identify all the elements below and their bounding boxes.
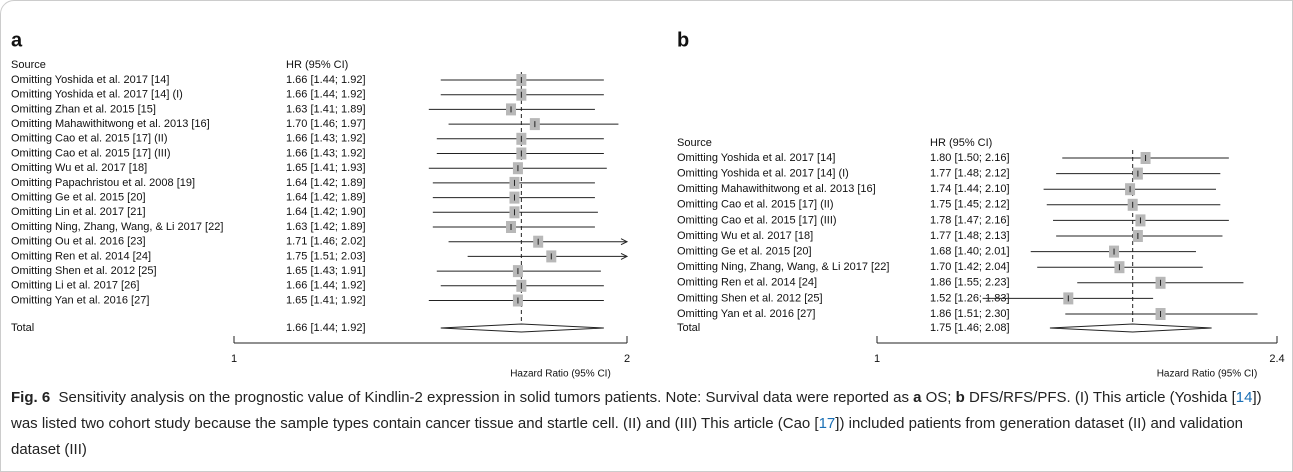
- study-name: Omitting Yoshida et al. 2017 [14] (I): [677, 168, 849, 180]
- study-name: Omitting Yoshida et al. 2017 [14] (I): [11, 89, 183, 101]
- study-name: Omitting Cao et al. 2015 [17] (III): [11, 147, 171, 159]
- ci-label: 1.66 [1.44; 1.92]: [286, 74, 366, 86]
- ci-label: 1.68 [1.40; 2.01]: [930, 246, 1010, 258]
- caption-label: Fig. 6: [11, 389, 51, 406]
- study-name: Omitting Ge et al. 2015 [20]: [11, 192, 146, 204]
- study-name: Omitting Mahawithitwong et al. 2013 [16]: [677, 183, 876, 195]
- study-name: Omitting Yoshida et al. 2017 [14]: [11, 74, 169, 86]
- study-name: Omitting Li et al. 2017 [26]: [11, 280, 139, 292]
- x-tick-label: 2: [624, 353, 630, 365]
- study-name: Omitting Cao et al. 2015 [17] (II): [11, 133, 168, 145]
- study-name: Omitting Shen et al. 2012 [25]: [677, 292, 823, 304]
- study-name: Omitting Lin et al. 2017 [21]: [11, 206, 146, 218]
- caption: Fig. 6 Sensitivity analysis on the progn…: [11, 385, 1281, 463]
- caption-text: a: [913, 389, 922, 406]
- total-diamond: [440, 323, 604, 333]
- ci-label: 1.78 [1.47; 2.16]: [930, 214, 1010, 226]
- chart: a Source HR (95% CI) Omitting Yoshida et al…: [11, 29, 1285, 380]
- column-header: Source: [11, 59, 46, 71]
- total-name: Total: [11, 322, 34, 334]
- ci-label: 1.75 [1.45; 2.12]: [930, 199, 1010, 211]
- ci-label: 1.65 [1.43; 1.91]: [286, 265, 366, 277]
- study-name: Omitting Ge et al. 2015 [20]: [677, 246, 812, 258]
- study-name: Omitting Wu et al. 2017 [18]: [11, 162, 147, 174]
- x-tick-label: 1: [874, 353, 880, 365]
- caption-text: OS;: [921, 389, 956, 406]
- column-header: HR (95% CI): [930, 137, 992, 149]
- x-tick-label: 2.4: [1269, 353, 1284, 365]
- study-name: Omitting Wu et al. 2017 [18]: [677, 230, 813, 242]
- study-name: Omitting Zhan et al. 2015 [15]: [11, 103, 156, 115]
- ci-label: 1.66 [1.44; 1.92]: [286, 280, 366, 292]
- ci-label: 1.70 [1.46; 1.97]: [286, 118, 366, 130]
- ci-label: 1.64 [1.42; 1.89]: [286, 177, 366, 189]
- study-name: Omitting Mahawithitwong et al. 2013 [16]: [11, 118, 210, 130]
- study-name: Omitting Cao et al. 2015 [17] (II): [677, 199, 834, 211]
- panel-label: a: [11, 29, 23, 51]
- study-name: Omitting Ren et al. 2014 [24]: [11, 250, 151, 262]
- column-header: Source: [677, 137, 712, 149]
- ci-label: 1.71 [1.46; 2.02]: [286, 236, 366, 248]
- caption-text: b: [955, 389, 965, 406]
- total-diamond: [1049, 323, 1212, 333]
- ci-label: 1.65 [1.41; 1.92]: [286, 294, 366, 306]
- ci-label: 1.64 [1.42; 1.89]: [286, 192, 366, 204]
- ci-label: 1.52 [1.26; 1.83]: [930, 292, 1010, 304]
- study-name: Omitting Yan et al. 2016 [27]: [677, 308, 815, 320]
- caption-text: 17: [818, 415, 836, 432]
- x-axis-label: Hazard Ratio (95% CI): [1157, 369, 1258, 380]
- caption-text: ]) was listed two cohort study because t…: [11, 389, 1262, 432]
- ci-label: 1.86 [1.51; 2.30]: [930, 308, 1010, 320]
- panel-label: b: [677, 29, 689, 51]
- total-label: 1.66 [1.44; 1.92]: [286, 322, 366, 334]
- study-name: Omitting Ning, Zhang, Wang, & Li 2017 [2…: [677, 261, 889, 273]
- study-name: Omitting Shen et al. 2012 [25]: [11, 265, 157, 277]
- total-name: Total: [677, 322, 700, 334]
- ci-label: 1.64 [1.42; 1.90]: [286, 206, 366, 218]
- ci-label: 1.77 [1.48; 2.12]: [930, 168, 1010, 180]
- caption-text: ]) included patients from generation dat…: [11, 415, 1244, 458]
- total-label: 1.75 [1.46; 2.08]: [930, 322, 1010, 334]
- study-name: Omitting Ou et al. 2016 [23]: [11, 236, 146, 248]
- ci-label: 1.66 [1.43; 1.92]: [286, 147, 366, 159]
- ci-label: 1.65 [1.41; 1.93]: [286, 162, 366, 174]
- study-name: Omitting Ren et al. 2014 [24]: [677, 277, 817, 289]
- study-name: Omitting Yan et al. 2016 [27]: [11, 294, 149, 306]
- study-name: Omitting Yoshida et al. 2017 [14]: [677, 152, 835, 164]
- caption-text: Sensitivity analysis on the prognostic v…: [58, 389, 914, 406]
- ci-label: 1.74 [1.44; 2.10]: [930, 183, 1010, 195]
- ci-label: 1.66 [1.43; 1.92]: [286, 133, 366, 145]
- x-axis-label: Hazard Ratio (95% CI): [510, 369, 611, 380]
- ci-label: 1.77 [1.48; 2.13]: [930, 230, 1010, 242]
- ci-label: 1.70 [1.42; 2.04]: [930, 261, 1010, 273]
- x-tick-label: 1: [231, 353, 237, 365]
- ci-label: 1.86 [1.55; 2.23]: [930, 277, 1010, 289]
- caption-text: DFS/RFS/PFS. (I) This article (Yoshida [: [964, 389, 1236, 406]
- study-name: Omitting Cao et al. 2015 [17] (III): [677, 214, 837, 226]
- arrow: [620, 238, 629, 246]
- column-header: HR (95% CI): [286, 59, 348, 71]
- ci-label: 1.63 [1.41; 1.89]: [286, 103, 366, 115]
- study-name: Omitting Ning, Zhang, Wang, & Li 2017 [2…: [11, 221, 223, 233]
- ci-label: 1.66 [1.44; 1.92]: [286, 89, 366, 101]
- study-name: Omitting Papachristou et al. 2008 [19]: [11, 177, 195, 189]
- ci-label: 1.75 [1.51; 2.03]: [286, 250, 366, 262]
- ci-label: 1.80 [1.50; 2.16]: [930, 152, 1010, 164]
- caption-text: 14: [1235, 389, 1253, 406]
- ci-label: 1.63 [1.42; 1.89]: [286, 221, 366, 233]
- arrow: [620, 252, 629, 260]
